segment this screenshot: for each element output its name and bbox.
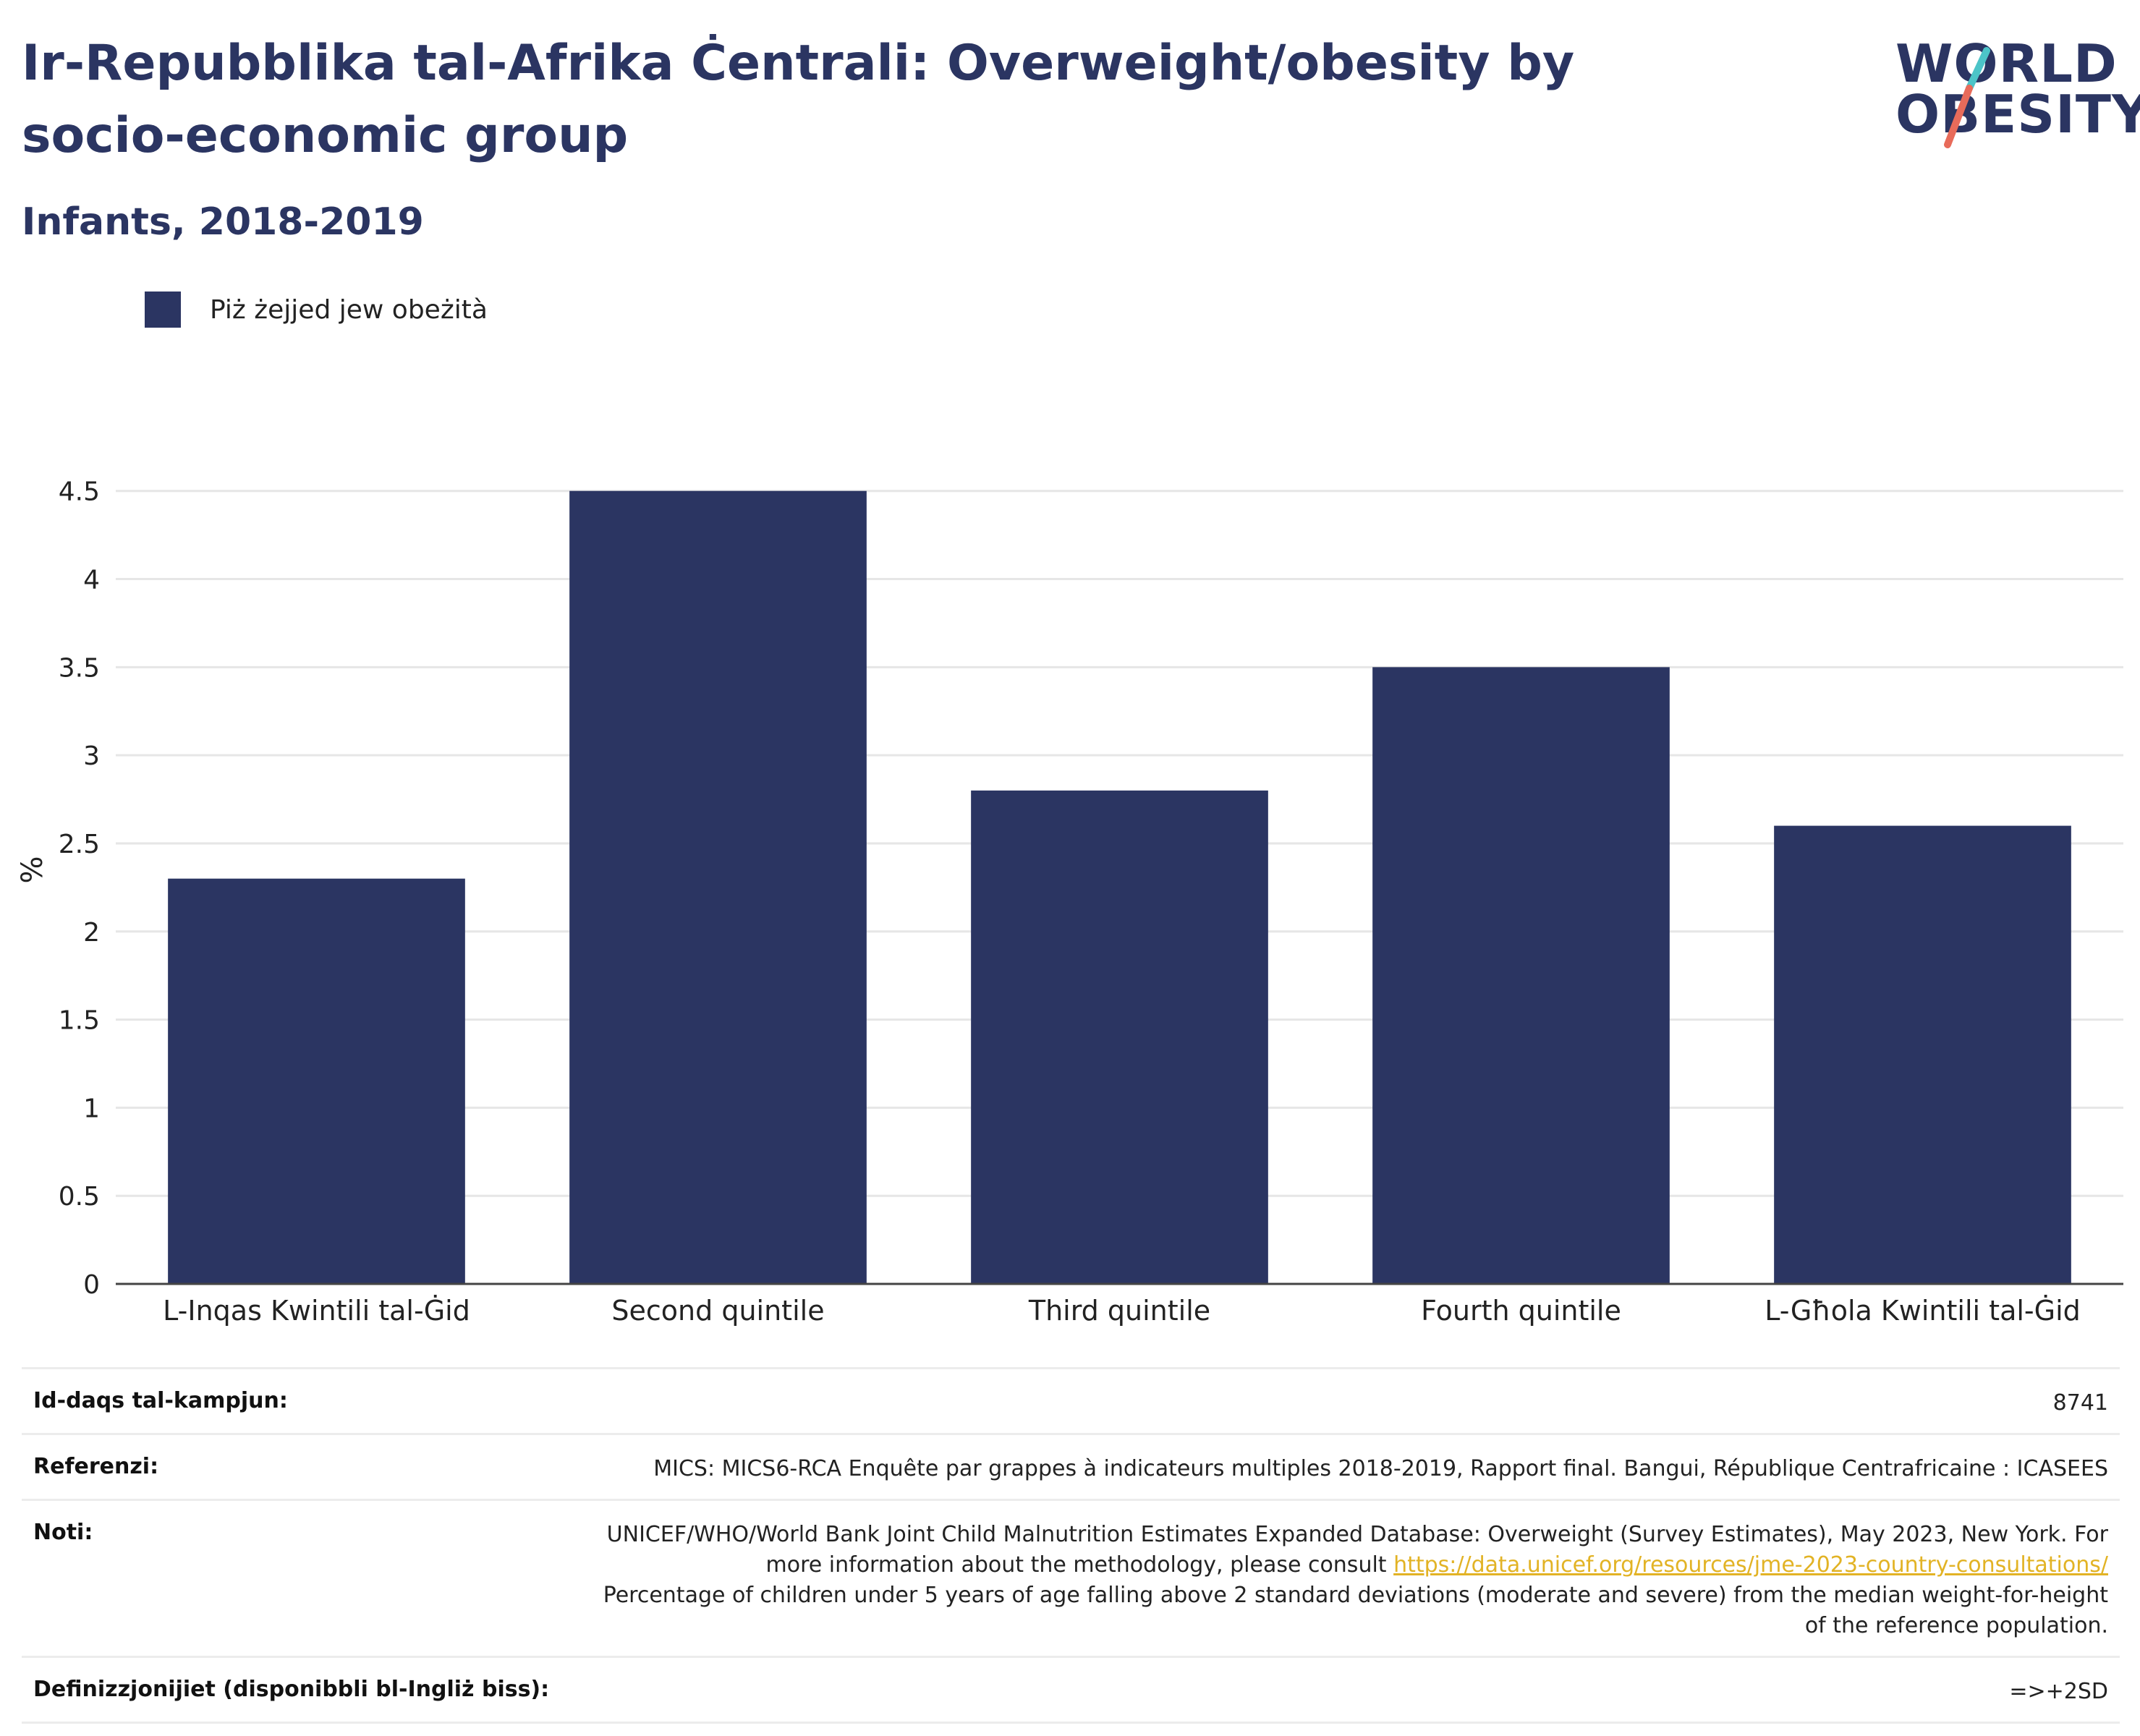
sample-size-row: Id-daqs tal-kampjun: 8741 [22,1367,2120,1433]
x-tick-label: Second quintile [611,1295,824,1327]
definitions-row: Definizzjonijiet (disponibbli bl-Ingliż … [22,1656,2120,1724]
sample-size-label: Id-daqs tal-kampjun: [33,1388,288,1413]
notes-value: UNICEF/WHO/World Bank Joint Child Malnut… [589,1520,2108,1641]
references-label: Referenzi: [33,1454,159,1479]
references-value: MICS: MICS6-RCA Enquête par grappes à in… [653,1456,2108,1481]
notes-text-1: UNICEF/WHO/World Bank Joint Child Malnut… [606,1522,2108,1578]
y-tick-label: 0 [83,1270,100,1300]
y-tick-label: 2 [83,918,100,948]
x-tick-label: L-Għola Kwintili tal-Ġid [1765,1295,2081,1327]
x-axis-labels: L-Inqas Kwintili tal-Ġid Second quintile T… [163,1295,2081,1327]
bar-chart: 0 0.5 1 1.5 2 2.5 3 3.5 4 4.5 L-Inqas Kwintili ta… [16,477,2123,1327]
bar[interactable] [1774,825,2071,1284]
notes-label: Noti: [33,1520,93,1545]
bars [168,490,2071,1284]
chart-legend[interactable]: Piż żejjed jew obeżità [145,289,488,330]
chart-subtitle: Infants, 2018-2019 [22,200,424,244]
x-tick-label: L-Inqas Kwintili tal-Ġid [163,1295,470,1327]
sample-size-value: 8741 [2052,1390,2108,1416]
y-tick-label: 1.5 [59,1006,100,1036]
chart-metadata: Id-daqs tal-kampjun: 8741 Referenzi: MIC… [22,1367,2120,1724]
bar[interactable] [168,878,465,1284]
legend-swatch [145,292,181,328]
y-tick-label: 3.5 [59,653,100,683]
references-row: Referenzi: MICS: MICS6-RCA Enquête par g… [22,1433,2120,1499]
legend-label: Piż żejjed jew obeżità [210,294,488,325]
notes-row: Noti: UNICEF/WHO/World Bank Joint Child … [22,1499,2120,1656]
notes-text-2: Percentage of children under 5 years of … [603,1583,2108,1638]
y-tick-label: 2.5 [59,830,100,859]
definitions-label: Definizzjonijiet (disponibbli bl-Ingliż … [33,1677,550,1702]
logo-slash-icon [1944,47,1990,148]
chart-title: Ir-Repubblika tal-Afrika Ċentrali: Overw… [22,35,1575,164]
y-tick-label: 4 [83,566,100,595]
y-tick-label: 3 [83,741,100,771]
bar[interactable] [971,790,1268,1284]
y-tick-label: 0.5 [59,1182,100,1212]
y-tick-label: 4.5 [59,477,100,507]
y-tick-label: 1 [83,1094,100,1123]
logo-line-2: OBESITY [1895,84,2140,145]
notes-link[interactable]: https://data.unicef.org/resources/jme-20… [1393,1552,2108,1578]
y-axis-label: % [16,856,49,883]
y-axis-ticks: 0 0.5 1 1.5 2 2.5 3 3.5 4 4.5 [59,477,100,1300]
logo-line-1: WORLD [1895,33,2118,94]
x-tick-label: Third quintile [1028,1295,1210,1327]
definitions-value: =>+2SD [2009,1679,2108,1704]
bar[interactable] [1372,667,1670,1284]
bar[interactable] [569,490,867,1284]
x-tick-label: Fourth quintile [1421,1295,1621,1327]
world-obesity-logo[interactable]: WORLD OBESITY [1881,22,2140,152]
